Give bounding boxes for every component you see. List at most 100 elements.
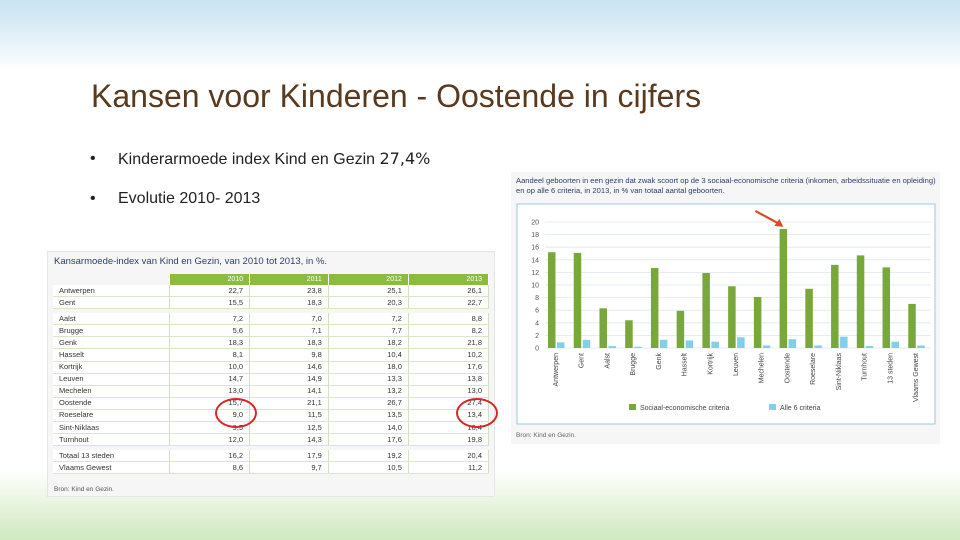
- bar: [737, 337, 745, 348]
- poverty-index-table: 2010 2011 2012 2013 Antwerpen 22,7 23,8 25,1 26…: [53, 274, 490, 475]
- bar: [625, 320, 633, 348]
- table-cell-value: 13,3: [328, 373, 409, 386]
- annotation-arrow-head: [774, 218, 784, 227]
- table-row: Totaal 13 steden 16,2 17,9 19,2 20,4: [53, 450, 490, 463]
- bar: [582, 339, 591, 348]
- y-tick-label: 14: [531, 257, 539, 264]
- highlight-circle-2010: [215, 398, 257, 428]
- x-category-label: Hasselt: [682, 353, 689, 376]
- x-category-label: Gent: [579, 353, 586, 368]
- bar: [711, 341, 719, 348]
- table-cell-value: 19,8: [408, 433, 490, 447]
- bar: [659, 339, 668, 348]
- table-cell-city: Hasselt: [53, 348, 170, 362]
- table-cell-city: Turnhout: [53, 433, 170, 447]
- table-cell-value: 21,1: [249, 397, 329, 410]
- table-cell-city: Leuven: [53, 373, 170, 386]
- table-source: Bron: Kind en Gezin.: [54, 486, 114, 493]
- table-cell-value: 14,0: [328, 421, 409, 435]
- y-tick-label: 16: [531, 245, 539, 252]
- table-cell-value: 22,7: [169, 285, 251, 298]
- bar: [557, 342, 565, 348]
- table-cell-value: 8,8: [408, 313, 490, 326]
- table-cell-value: 10,4: [328, 348, 409, 362]
- table-cell-value: 20,3: [328, 296, 409, 310]
- bar: [676, 310, 685, 348]
- table-cell-value: 14,6: [249, 361, 329, 374]
- table-cell-city: Sint-Niklaas: [53, 421, 170, 435]
- table-cell-value: 7,2: [169, 313, 251, 326]
- background-sky: [0, 0, 960, 70]
- table-row: Turnhout 12,0 14,3 17,6 19,8: [53, 433, 490, 447]
- table-cell-city: Gent: [53, 296, 170, 310]
- chart-title: Aandeel geboorten in een gezin dat zwak …: [516, 176, 936, 195]
- x-category-label: Kortrijk: [707, 353, 714, 375]
- table-cell-value: 13,2: [328, 385, 409, 398]
- table-cell-value: 10,2: [408, 348, 490, 362]
- table-cell-value: 18,3: [169, 336, 251, 350]
- bullet-marker: •: [90, 150, 96, 167]
- table-cell-city: Aalst: [53, 313, 170, 326]
- bar: [882, 267, 891, 348]
- table-header-blank: [53, 274, 170, 285]
- table-row: Mechelen 13,0 14,1 13,2 13,0: [53, 385, 490, 398]
- bullet-marker: •: [90, 190, 96, 207]
- table-cell-value: 14,1: [249, 385, 329, 398]
- births-chart-panel: Aandeel geboorten in een gezin dat zwak …: [511, 172, 940, 444]
- table-cell-value: 8,2: [408, 324, 490, 338]
- table-cell-value: 17,6: [328, 433, 409, 447]
- table-cell-value: 22,7: [408, 296, 490, 310]
- table-cell-city: Mechelen: [53, 385, 170, 398]
- plot-frame: [516, 203, 936, 425]
- highlight-circle-2013: [456, 398, 498, 428]
- table-row: Vlaams Gewest 8,6 9,7 10,5 11,2: [53, 461, 490, 475]
- table-row: Oostende 15,7 21,1 26,7 27,4: [53, 397, 490, 410]
- table-cell-value: 9,7: [249, 461, 329, 475]
- table-title: Kansarmoede-index van Kind en Gezin, van…: [54, 256, 328, 267]
- table-cell-value: 16,2: [169, 450, 251, 463]
- table-cell-value: 21,8: [408, 336, 490, 350]
- chart-source: Bron: Kind en Gezin.: [516, 432, 576, 439]
- y-tick-label: 4: [535, 320, 539, 327]
- x-category-label: Aalst: [604, 353, 611, 369]
- table-cell-value: 5,6: [169, 324, 251, 338]
- y-tick-label: 12: [531, 270, 539, 277]
- slide-title: Kansen voor Kinderen - Oostende in cijfe…: [91, 78, 702, 114]
- bar: [805, 288, 813, 348]
- table-cell-value: 7,1: [249, 324, 329, 338]
- table-row: Roeselare 9,0 11,5 13,5 13,4: [53, 409, 490, 423]
- table-cell-value: 26,1: [408, 285, 490, 298]
- table-header-year: 2013: [408, 274, 490, 285]
- table-cell-value: 12,0: [169, 433, 251, 447]
- bar: [865, 346, 874, 348]
- bar: [599, 308, 607, 348]
- table-row: Leuven 14,7 14,9 13,3 13,8: [53, 373, 490, 386]
- table-cell-value: 17,6: [408, 361, 490, 374]
- y-tick-label: 0: [535, 346, 539, 353]
- table-cell-value: 19,2: [328, 450, 409, 463]
- x-category-label: Oostende: [784, 353, 791, 383]
- table-row: Genk 18,3 18,3 18,2 21,8: [53, 336, 490, 350]
- annotation-arrow-line: [754, 209, 780, 225]
- table-cell-value: 18,2: [328, 336, 409, 350]
- bar: [856, 255, 865, 348]
- table-row: Sint-Niklaas 9,5 12,5 14,0 16,4: [53, 421, 490, 435]
- legend-swatch: [629, 404, 636, 410]
- y-tick-label: 10: [531, 283, 539, 290]
- x-category-label: Sint-Niklaas: [836, 353, 843, 391]
- table-header-year: 2010: [169, 274, 251, 285]
- x-category-label: Genk: [656, 353, 663, 370]
- table-cell-value: 7,0: [249, 313, 329, 326]
- x-category-label: Mechelen: [759, 353, 766, 383]
- table-cell-value: 13,0: [408, 385, 490, 398]
- table-row: Antwerpen 22,7 23,8 25,1 26,1: [53, 285, 490, 298]
- table-cell-value: 7,7: [328, 324, 409, 338]
- poverty-index-table-panel: Kansarmoede-index van Kind en Gezin, van…: [47, 251, 498, 497]
- table-group-gap: [53, 308, 489, 314]
- table-header-year: 2011: [249, 274, 329, 285]
- table-cell-value: 14,7: [169, 373, 251, 386]
- legend-label: Sociaal-economische criteria: [640, 405, 730, 412]
- table-cell-value: 14,3: [249, 433, 329, 447]
- bar: [634, 346, 642, 348]
- bar: [908, 303, 916, 348]
